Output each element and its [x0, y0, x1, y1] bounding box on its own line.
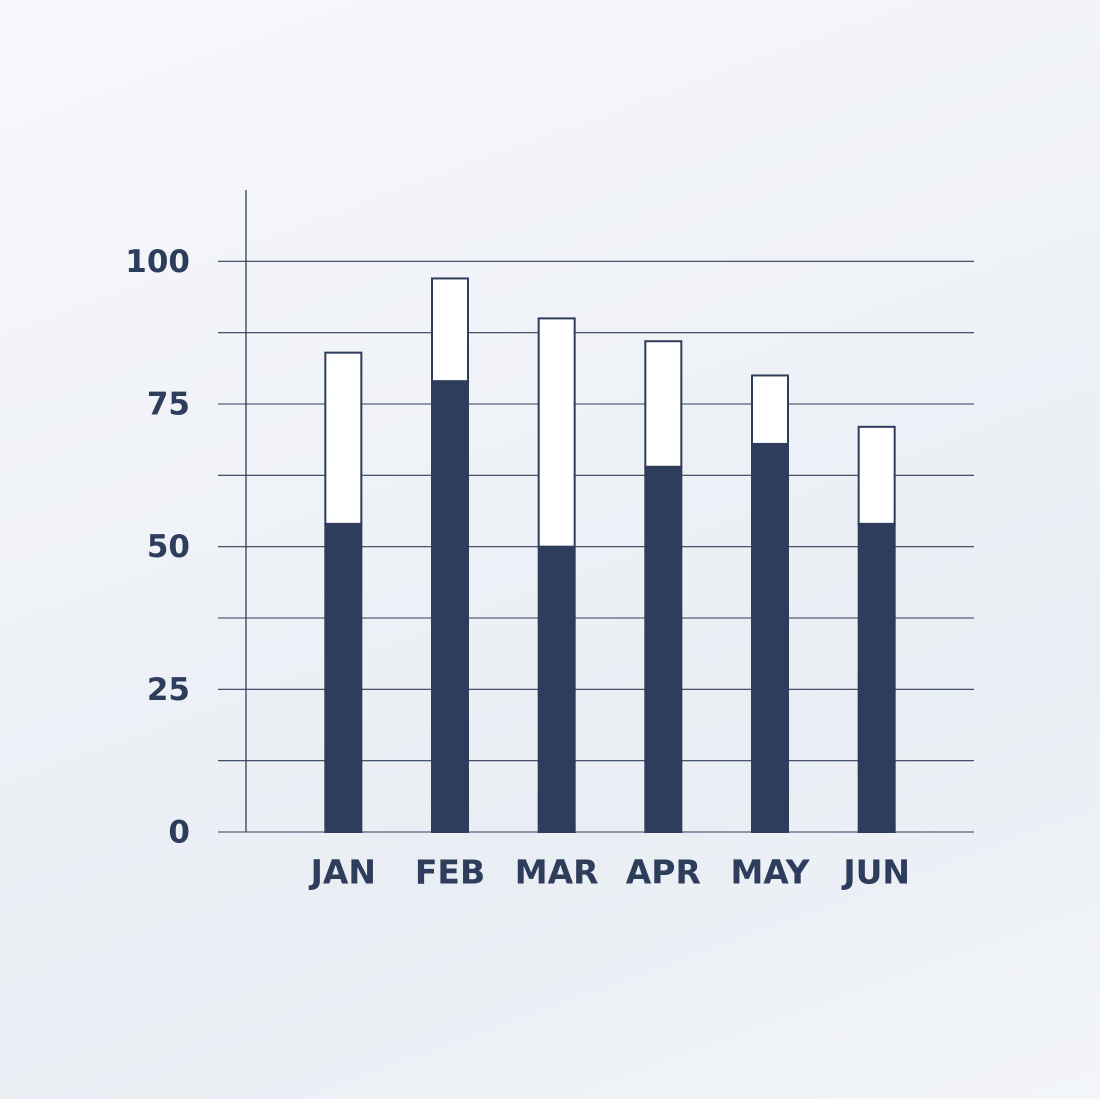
bar-segment: [857, 425, 896, 525]
x-tick-label: MAR: [515, 853, 599, 892]
x-tick-label: APR: [626, 853, 701, 892]
y-tick-label: 100: [125, 244, 190, 280]
bar-segment: [324, 351, 363, 525]
bar-segment: [751, 442, 789, 833]
bar-segment: [537, 317, 576, 548]
y-tick-label: 75: [147, 387, 190, 423]
bar-segment: [857, 522, 896, 834]
x-tick-label: FEB: [415, 853, 485, 892]
bar-segment: [324, 522, 363, 834]
y-tick-label: 25: [147, 672, 190, 708]
bar-segment: [431, 277, 469, 383]
y-tick-label: 0: [168, 815, 190, 851]
bar-segment: [431, 380, 469, 833]
bar-segment: [644, 465, 683, 833]
y-tick-label: 50: [147, 529, 190, 565]
x-tick-label: JAN: [309, 853, 376, 892]
bar-segment: [751, 374, 789, 445]
bar-segment: [644, 340, 683, 468]
x-tick-label: JUN: [841, 853, 910, 892]
bar-segment: [537, 545, 576, 834]
x-tick-label: MAY: [730, 853, 810, 892]
